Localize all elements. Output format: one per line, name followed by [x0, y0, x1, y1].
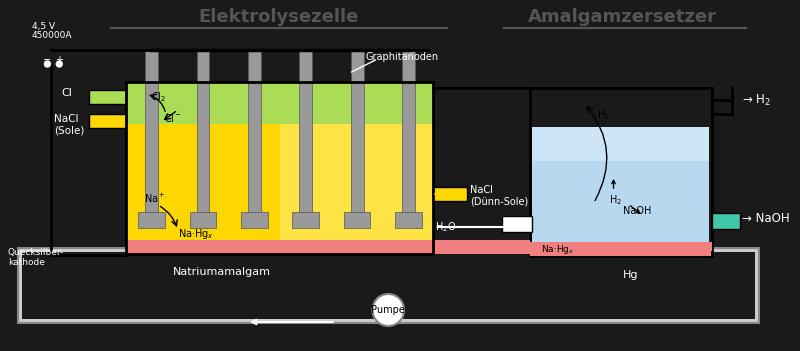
Bar [89, 114, 126, 128]
Bar [533, 126, 710, 253]
Circle shape [373, 294, 404, 326]
Text: 450000A: 450000A [32, 31, 72, 40]
Bar [433, 187, 467, 201]
Text: +: + [55, 55, 63, 65]
Bar [502, 216, 531, 232]
Bar [241, 212, 268, 228]
Bar [248, 50, 261, 216]
Bar [197, 50, 210, 216]
Bar [126, 124, 433, 254]
Bar [402, 50, 415, 216]
Text: H$_2$: H$_2$ [609, 193, 622, 207]
Bar [530, 88, 712, 256]
Bar [89, 90, 126, 104]
Text: → H$_2$: → H$_2$ [742, 92, 771, 107]
Bar [712, 213, 740, 229]
Text: → NaOH: → NaOH [742, 212, 790, 225]
Text: Natriumamalgam: Natriumamalgam [173, 267, 271, 277]
Bar [350, 50, 363, 216]
Bar [530, 242, 712, 256]
Bar [146, 50, 158, 216]
Bar [18, 248, 758, 323]
Text: Na·Hg$_x$: Na·Hg$_x$ [178, 227, 214, 241]
Text: Amalgamzersetzer: Amalgamzersetzer [528, 8, 717, 26]
Bar [533, 126, 710, 161]
Text: NaCl
(Dünn-Sole): NaCl (Dünn-Sole) [470, 185, 529, 207]
Text: H$_2$: H$_2$ [597, 108, 610, 122]
Bar [126, 240, 433, 254]
Bar [299, 50, 312, 216]
Bar [293, 212, 319, 228]
Text: H$_2$O: H$_2$O [434, 220, 456, 234]
Text: NaOH: NaOH [623, 206, 652, 216]
Circle shape [56, 61, 62, 67]
Text: Na$^+$: Na$^+$ [144, 192, 166, 205]
Bar [344, 212, 370, 228]
Bar [126, 82, 433, 124]
Text: Pumpe: Pumpe [371, 305, 405, 315]
Bar [279, 124, 433, 254]
Text: Graphitanoden: Graphitanoden [366, 52, 438, 62]
Text: Quecksilber-
kathode: Quecksilber- kathode [8, 248, 64, 267]
Text: −: − [43, 55, 51, 65]
Text: Cl: Cl [62, 88, 72, 98]
Text: Hg: Hg [622, 270, 638, 280]
Circle shape [45, 61, 50, 67]
Text: NaCl
(Sole): NaCl (Sole) [54, 114, 85, 135]
Bar [22, 252, 754, 319]
Text: 4,5 V: 4,5 V [32, 22, 54, 31]
Bar [533, 91, 710, 127]
Text: Cl$_2$: Cl$_2$ [151, 90, 166, 104]
Bar [190, 212, 216, 228]
Bar [138, 212, 165, 228]
Text: Na·Hg$_x$: Na·Hg$_x$ [542, 243, 575, 256]
Text: Cl$^-$: Cl$^-$ [164, 112, 182, 124]
Bar [126, 82, 433, 254]
Bar [433, 240, 530, 254]
Bar [395, 212, 422, 228]
Text: Elektrolysezelle: Elektrolysezelle [198, 8, 358, 26]
